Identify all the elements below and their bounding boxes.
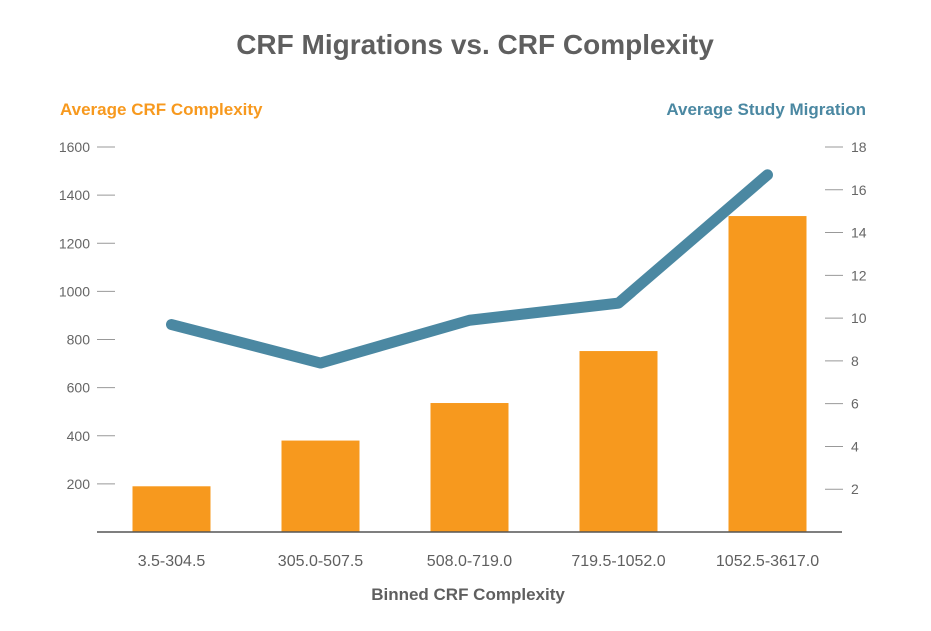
right-tick-label: 16 — [851, 182, 867, 198]
x-tick-label: 719.5-1052.0 — [571, 553, 665, 570]
x-tick-label: 3.5-304.5 — [138, 553, 206, 570]
right-tick-label: 14 — [851, 225, 867, 241]
right-tick-label: 2 — [851, 481, 859, 497]
migration-line — [166, 169, 773, 369]
left-tick-label: 400 — [67, 428, 91, 444]
left-tick-label: 800 — [67, 332, 91, 348]
bar — [281, 440, 360, 532]
right-tick-label: 8 — [851, 353, 859, 369]
left-tick-label: 600 — [67, 380, 91, 396]
left-tick-label: 1400 — [59, 187, 90, 203]
right-tick-label: 4 — [851, 438, 859, 454]
x-axis-label: Binned CRF Complexity — [371, 585, 565, 604]
left-tick-label: 200 — [67, 476, 91, 492]
x-tick-label: 508.0-719.0 — [427, 553, 513, 570]
right-tick-label: 18 — [851, 139, 867, 155]
left-tick-label: 1000 — [59, 283, 90, 299]
bar — [430, 403, 509, 532]
bar — [579, 351, 658, 532]
right-tick-label: 12 — [851, 267, 867, 283]
bar — [132, 486, 211, 532]
left-tick-label: 1200 — [59, 235, 90, 251]
right-tick-label: 10 — [851, 310, 867, 326]
right-tick-label: 6 — [851, 396, 859, 412]
left-tick-label: 1600 — [59, 139, 90, 155]
x-tick-label: 305.0-507.5 — [278, 553, 364, 570]
chart-title: CRF Migrations vs. CRF Complexity — [236, 29, 714, 60]
right-axis-label: Average Study Migration — [666, 100, 866, 119]
left-axis-label: Average CRF Complexity — [60, 100, 263, 119]
x-tick-label: 1052.5-3617.0 — [716, 553, 819, 570]
bar — [728, 216, 807, 532]
